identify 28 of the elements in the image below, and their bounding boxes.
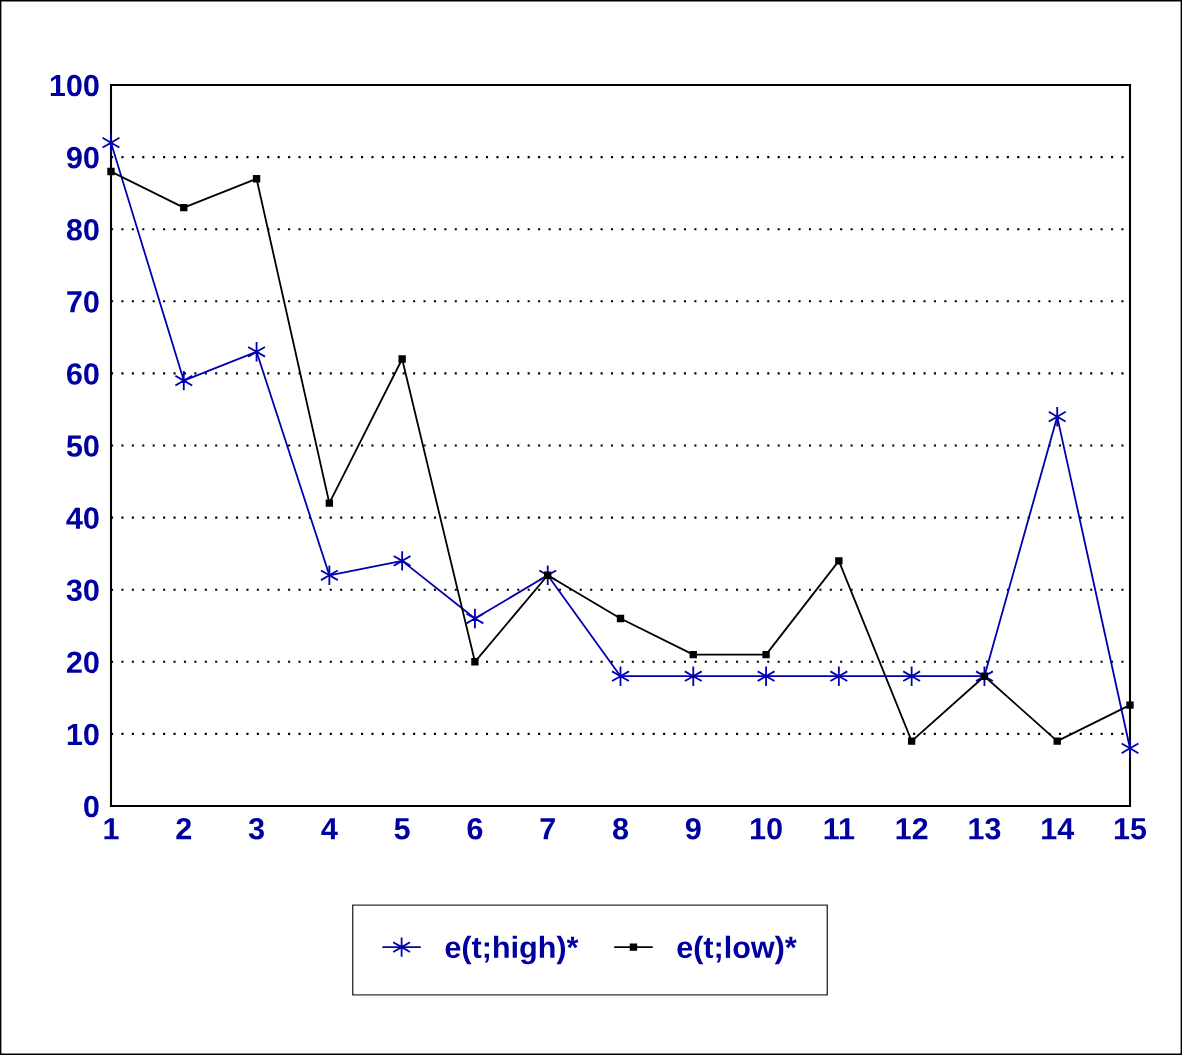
x-tick-label: 2 <box>176 817 192 840</box>
y-tick-label: 70 <box>67 291 99 313</box>
y-tick-label: 40 <box>66 507 99 529</box>
x-tick-label: 5 <box>394 818 410 840</box>
x-tick-label: 6 <box>467 817 483 840</box>
y-tick-label: 0 <box>84 795 99 818</box>
x-tick-label: 14 <box>1042 818 1075 840</box>
x-tick-label: 4 <box>321 818 338 840</box>
x-tick-label: 12 <box>896 817 928 840</box>
x-tick-label: 9 <box>685 817 701 840</box>
y-tick-label: 20 <box>66 651 99 674</box>
y-tick-label: 50 <box>66 435 99 457</box>
y-tick-label: 80 <box>66 218 99 241</box>
legend-label: e(t;high)* <box>445 935 579 965</box>
x-tick-label: 13 <box>969 817 1001 840</box>
x-tick-label: 7 <box>540 818 555 840</box>
x-tick-label: 3 <box>248 817 264 840</box>
x-tick-label: 11 <box>824 818 855 840</box>
x-tick-label: 10 <box>751 817 782 840</box>
x-tick-label: 15 <box>1114 818 1147 840</box>
y-tick-label: 60 <box>67 363 99 385</box>
y-tick-label: 100 <box>50 74 99 97</box>
y-tick-label: 90 <box>66 146 99 169</box>
y-tick-label: 30 <box>66 579 99 602</box>
x-tick-label: 8 <box>612 817 629 840</box>
legend-label: e(t;low)* <box>677 935 797 965</box>
x-tick-label: 1 <box>104 818 119 840</box>
y-tick-label: 10 <box>67 723 99 746</box>
